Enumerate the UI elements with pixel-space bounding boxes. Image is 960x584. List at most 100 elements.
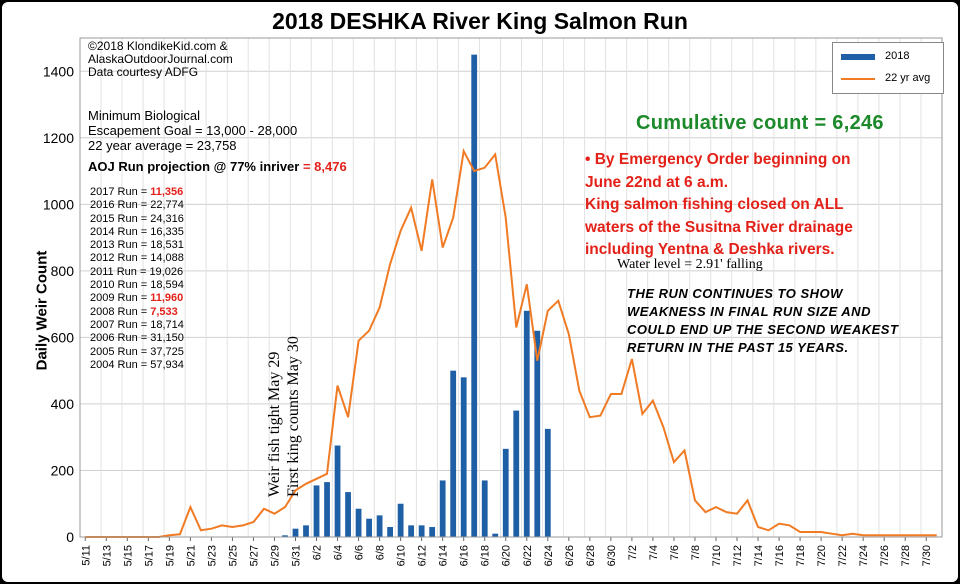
y-tick-label: 1400 — [43, 63, 74, 79]
x-tick-label: 5/11 — [80, 545, 92, 566]
bar-2018 — [513, 410, 520, 537]
y-tick-label: 200 — [51, 462, 75, 478]
x-tick-label: 7/12 — [732, 545, 744, 566]
past-run-value: 22,774 — [150, 199, 184, 212]
past-run-value: 37,725 — [150, 345, 184, 358]
x-tick-label: 7/6 — [669, 545, 681, 560]
past-run-label: 2010 Run = — [90, 279, 151, 292]
x-tick-label: 6/16 — [459, 545, 471, 566]
past-run-item: 2016 Run = 22,774 — [90, 199, 184, 212]
bar-2018 — [418, 525, 425, 537]
past-run-label: 2006 Run = — [90, 332, 151, 345]
y-tick-label: 0 — [66, 529, 74, 545]
x-tick-label: 7/18 — [795, 545, 807, 566]
y-axis: 0 200 400 600 800 1000 1200 1400 — [43, 63, 74, 545]
bar-2018 — [313, 485, 320, 537]
past-run-item: 2011 Run = 19,026 — [90, 266, 184, 279]
plot-border — [79, 37, 943, 538]
past-run-value: 18,594 — [150, 279, 184, 292]
bar-2018 — [292, 528, 299, 537]
past-run-value: 57,934 — [150, 358, 184, 371]
past-run-label: 2009 Run = — [90, 292, 151, 305]
past-run-item: 2010 Run = 18,594 — [90, 279, 184, 292]
past-run-label: 2016 Run = — [90, 199, 151, 212]
y-tick-label: 1000 — [43, 196, 74, 212]
bar-2018 — [481, 480, 488, 537]
x-tick-label: 6/4 — [333, 545, 345, 560]
x-tick-label: 7/8 — [690, 545, 702, 560]
bar-2018 — [429, 527, 436, 537]
comment-line: weakness in final run size and — [627, 304, 871, 319]
bar-series-2018 — [282, 54, 551, 538]
x-tick-label: 6/10 — [396, 545, 408, 566]
bar-2018 — [502, 448, 509, 537]
past-run-value: 18,714 — [150, 318, 184, 331]
bar-2018 — [376, 515, 383, 537]
x-axis: 5/11 5/13 5/15 5/17 5/19 5/21 5/23 5/25 5/27 5/29… — [80, 537, 933, 566]
x-tick-label: 6/6 — [354, 545, 366, 560]
x-tick-label: 7/26 — [879, 545, 891, 566]
past-run-item: 2005 Run = 37,725 — [90, 346, 184, 359]
past-run-label: 2012 Run = — [90, 252, 151, 265]
water-level-note: Water level = 2.91' falling — [617, 257, 763, 272]
copyright-line: ©2018 KlondikeKid.com & — [88, 39, 228, 53]
x-tick-label: 7/4 — [648, 545, 660, 560]
bar-2018 — [534, 330, 541, 537]
x-tick-label: 7/22 — [837, 545, 849, 566]
cumulative-count: Cumulative count = 6,246 — [636, 112, 884, 134]
legend-label-2018: 2018 — [885, 50, 910, 62]
bar-2018 — [345, 492, 351, 537]
past-run-label: 2004 Run = — [90, 358, 151, 371]
emergency-line: King salmon fishing closed on ALL — [585, 196, 844, 213]
x-tick-label: 6/22 — [522, 545, 534, 566]
past-run-item: 2013 Run = 18,531 — [90, 239, 184, 252]
past-run-value: 18,531 — [150, 239, 184, 252]
past-run-label: 2007 Run = — [90, 318, 151, 331]
comment-line: return in the past 15 years. — [627, 340, 849, 355]
x-tick-label: 6/18 — [480, 545, 492, 566]
x-tick-label: 5/31 — [291, 545, 303, 566]
goal-line: Escapement Goal = 13,000 - 28,000 — [88, 123, 298, 138]
bar-2018 — [387, 527, 394, 537]
past-run-value: 19,026 — [149, 265, 184, 278]
emergency-line: including Yentna & Deshka rivers. — [585, 241, 835, 258]
bar-2018 — [324, 482, 330, 537]
past-run-value: 31,150 — [150, 332, 184, 345]
goal-line: 22 year average = 23,758 — [88, 138, 237, 153]
x-tick-label: 5/25 — [227, 545, 239, 566]
past-run-label: 2005 Run = — [90, 345, 151, 358]
past-run-label: 2014 Run = — [90, 225, 151, 238]
x-tick-label: 6/20 — [501, 545, 513, 566]
x-tick-label: 5/13 — [101, 545, 113, 566]
x-tick-label: 6/14 — [438, 545, 450, 566]
past-run-item: 2009 Run = 11,960 — [90, 292, 184, 305]
bar-2018 — [355, 508, 362, 537]
y-tick-label: 1200 — [43, 130, 74, 146]
x-tick-label: 6/12 — [417, 545, 429, 566]
x-tick-label: 7/30 — [921, 545, 933, 566]
copyright-text: ©2018 KlondikeKid.com & AlaskaOutdoorJou… — [88, 40, 233, 79]
bar-2018 — [460, 377, 467, 537]
legend: 2018 22 yr avg — [832, 42, 944, 94]
x-tick-label: 7/10 — [711, 545, 723, 566]
y-axis-label: Daily Weir Count — [33, 250, 51, 371]
x-tick-label: 6/8 — [375, 545, 387, 560]
x-tick-label: 7/28 — [900, 545, 912, 566]
run-comment: The run continues to show weakness in fi… — [627, 285, 898, 357]
weir-annotation: Weir fish tight May 29 — [266, 351, 283, 497]
emergency-line: • By Emergency Order beginning on — [585, 151, 851, 168]
bar-2018 — [450, 370, 457, 537]
past-run-item: 2012 Run = 14,088 — [90, 252, 184, 265]
y-tick-label: 800 — [51, 263, 75, 279]
x-tick-label: 5/23 — [206, 545, 218, 566]
x-tick-label: 5/27 — [248, 545, 260, 566]
bar-2018 — [397, 503, 404, 537]
past-run-label: 2013 Run = — [90, 239, 151, 252]
past-run-value: 11,960 — [150, 292, 184, 305]
x-tick-label: 6/26 — [564, 545, 576, 566]
x-tick-label: 5/17 — [143, 545, 155, 566]
x-tick-label: 5/15 — [122, 545, 134, 566]
x-tick-label: 7/2 — [627, 545, 639, 560]
